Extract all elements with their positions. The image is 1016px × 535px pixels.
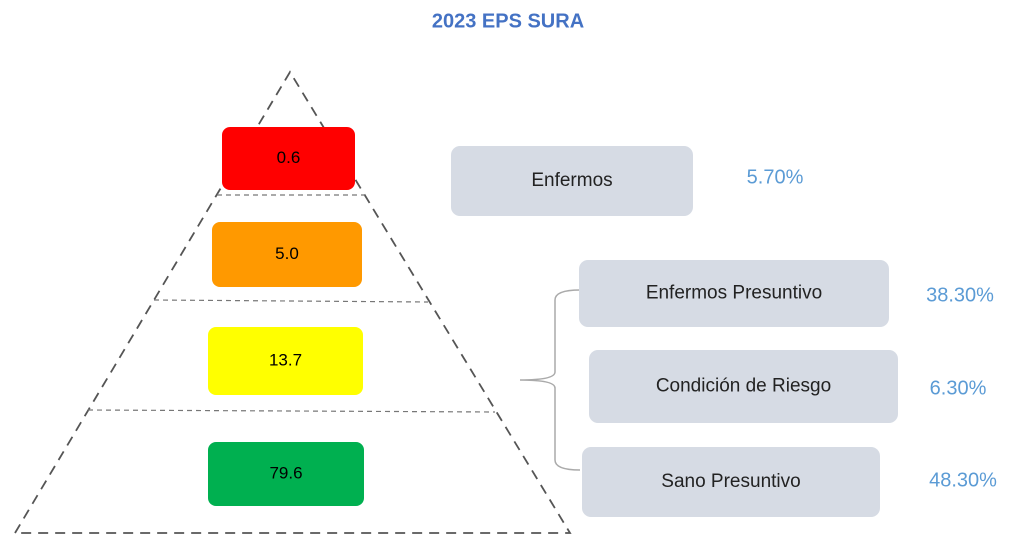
group-box bbox=[579, 260, 889, 327]
group-name: Condición de Riesgo bbox=[656, 376, 831, 397]
level-box bbox=[212, 222, 362, 287]
level-label: 13.7 bbox=[269, 350, 302, 369]
divider bbox=[87, 409, 496, 413]
group-name: Enfermos bbox=[531, 170, 612, 191]
pyramid-dividers bbox=[87, 194, 496, 413]
level-box bbox=[208, 327, 363, 395]
group-percent: 5.70% bbox=[747, 166, 804, 188]
group-box bbox=[451, 146, 693, 216]
group-name: Sano Presuntivo bbox=[661, 471, 800, 492]
triangle bbox=[13, 70, 572, 534]
title: 2023 EPS SURA bbox=[432, 10, 584, 32]
level-box bbox=[222, 127, 355, 190]
group-percent: 6.30% bbox=[930, 377, 987, 399]
level-label: 0.6 bbox=[277, 148, 301, 167]
divider bbox=[153, 299, 429, 303]
level-label: 5.0 bbox=[275, 244, 299, 263]
group-name: Enfermos Presuntivo bbox=[646, 283, 822, 304]
pyramid-outline bbox=[13, 70, 572, 534]
group-box bbox=[589, 350, 898, 423]
group-percent: 38.30% bbox=[926, 284, 994, 306]
group-percent: 48.30% bbox=[929, 469, 997, 491]
group-box bbox=[582, 447, 880, 517]
brace bbox=[519, 289, 581, 471]
level-label: 79.6 bbox=[269, 463, 302, 482]
level-box bbox=[208, 442, 364, 506]
